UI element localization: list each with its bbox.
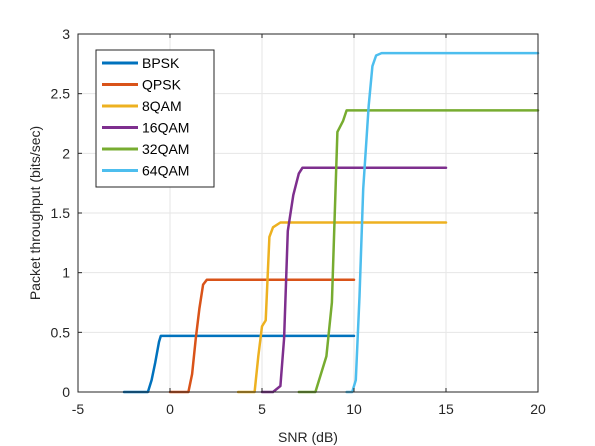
legend-item-32qam: 32QAM <box>102 141 189 157</box>
legend-label: 16QAM <box>142 120 189 136</box>
x-tick-label: 10 <box>346 401 362 417</box>
y-tick-label: 1.5 <box>51 205 71 221</box>
legend-label: BPSK <box>142 55 180 71</box>
y-tick-label: 3 <box>62 26 70 42</box>
legend-label: QPSK <box>142 77 182 93</box>
legend-item-qpsk: QPSK <box>102 77 182 93</box>
legend-item-64qam: 64QAM <box>102 163 189 179</box>
x-tick-label: 0 <box>166 401 174 417</box>
legend-label: 32QAM <box>142 141 189 157</box>
axis-ticks <box>77 33 539 393</box>
x-tick-label: 15 <box>438 401 454 417</box>
x-tick-label: 5 <box>258 401 266 417</box>
legend-box <box>95 49 215 188</box>
series-line-64qam <box>345 51 540 394</box>
legend-item-8qam: 8QAM <box>102 98 182 114</box>
x-axis-label: SNR (dB) <box>278 429 338 445</box>
x-tick-labels: -5 0 5 10 15 20 <box>72 401 546 417</box>
series-line-qpsk <box>168 278 356 394</box>
y-axis-label: Packet throughput (bits/sec) <box>27 126 43 300</box>
legend-item-bpsk: BPSK <box>102 55 180 71</box>
legend-item-16qam: 16QAM <box>102 120 189 136</box>
series-line-bpsk <box>122 334 356 394</box>
series-line-32qam <box>297 109 540 394</box>
series-line-16qam <box>260 166 448 394</box>
y-tick-labels: 0 0.5 1 1.5 2 2.5 3 <box>51 26 71 400</box>
legend-label: 64QAM <box>142 163 189 179</box>
legend: BPSK QPSK 8QAM 16QAM 32QAM 64QAM <box>95 49 215 188</box>
series-line-8qam <box>236 221 448 394</box>
y-tick-label: 2 <box>62 145 70 161</box>
series-lines <box>122 51 540 394</box>
legend-label: 8QAM <box>142 98 182 114</box>
y-tick-label: 0.5 <box>51 324 71 340</box>
y-tick-label: 1 <box>62 265 70 281</box>
x-tick-label: -5 <box>72 401 85 417</box>
x-tick-label: 20 <box>530 401 546 417</box>
y-tick-label: 0 <box>62 384 70 400</box>
y-tick-label: 2.5 <box>51 86 71 102</box>
